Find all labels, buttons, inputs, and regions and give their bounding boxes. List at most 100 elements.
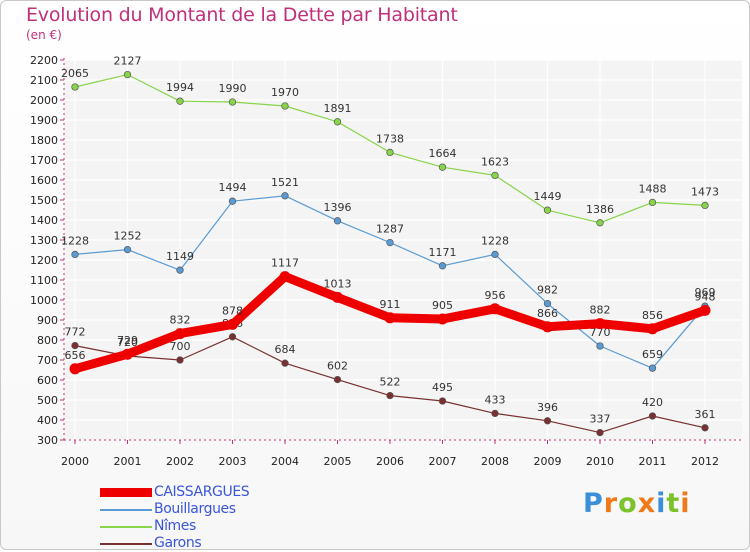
data-point	[596, 219, 604, 227]
data-point	[701, 424, 709, 432]
logo-letter: i	[680, 488, 691, 519]
data-point	[71, 341, 79, 350]
data-label: 522	[380, 376, 401, 389]
legend-label: Nîmes	[154, 518, 196, 534]
data-label: 1970	[271, 86, 299, 99]
data-label: 1664	[429, 147, 457, 160]
data-label: 729	[117, 334, 138, 347]
data-point	[647, 323, 658, 335]
data-point	[596, 342, 604, 350]
data-label: 866	[537, 307, 558, 320]
data-point	[333, 217, 342, 225]
data-point	[438, 163, 447, 171]
y-tick-label: 1600	[30, 174, 58, 187]
y-tick-label: 2200	[30, 54, 58, 67]
data-label: 1171	[429, 246, 457, 259]
data-label: 1386	[586, 203, 614, 216]
x-tick-label: 2003	[219, 455, 247, 468]
data-point	[438, 262, 447, 270]
data-label: 1990	[219, 82, 247, 95]
data-label: 1473	[691, 185, 719, 198]
x-tick-label: 2007	[429, 455, 457, 468]
data-point	[176, 356, 184, 364]
data-point	[384, 312, 396, 324]
data-point	[281, 102, 289, 110]
proxiti-logo: Proxiti	[583, 488, 691, 519]
data-point	[648, 412, 657, 420]
data-label: 1013	[324, 277, 352, 290]
data-label: 1252	[114, 230, 142, 243]
data-label: 1149	[166, 250, 194, 263]
data-point	[701, 201, 709, 210]
data-point	[491, 409, 499, 418]
data-point	[386, 238, 394, 247]
data-label: 656	[65, 349, 86, 362]
y-grid: 300 400 500 600 700 800 900 1000 1100 1200 1300 140…	[30, 54, 742, 447]
y-tick-label: 2000	[30, 94, 58, 107]
y-tick-label: 1000	[30, 294, 58, 307]
data-point	[123, 70, 132, 79]
data-label: 1521	[271, 176, 299, 189]
data-label: 770	[590, 326, 611, 339]
data-label: 337	[590, 413, 611, 426]
data-point	[333, 375, 342, 384]
y-tick-label: 900	[37, 314, 58, 327]
logo-letter: o	[618, 488, 638, 519]
data-point	[332, 291, 343, 303]
data-point	[489, 303, 501, 315]
data-label: 1891	[324, 102, 352, 115]
chart-subtitle: (en €)	[26, 28, 62, 42]
data-label: 396	[537, 401, 558, 414]
data-label: 1396	[324, 201, 352, 214]
data-label: 856	[642, 309, 663, 322]
data-label: 982	[537, 284, 558, 297]
y-tick-label: 1400	[30, 214, 58, 227]
data-label: 361	[695, 408, 716, 421]
data-point	[333, 118, 342, 126]
x-tick-label: 2012	[691, 455, 719, 468]
data-point	[438, 397, 447, 405]
data-point	[594, 318, 606, 330]
data-point	[227, 318, 238, 330]
data-label: 956	[485, 289, 506, 302]
x-tick-label: 2002	[166, 455, 194, 468]
y-tick-label: 600	[37, 374, 58, 387]
data-label: 1623	[481, 155, 509, 168]
logo-letter: r	[603, 488, 619, 519]
y-tick-label: 300	[37, 434, 58, 447]
data-label: 1494	[219, 181, 247, 194]
series-caissargues: 656 729 832 878 1117 1013 911 905 956 866 882 856 94…	[65, 257, 716, 375]
data-label: 878	[222, 304, 243, 317]
y-tick-label: 700	[37, 354, 58, 367]
data-point	[543, 206, 552, 214]
data-label: 659	[642, 348, 663, 361]
y-tick-label: 1300	[30, 234, 58, 247]
data-label: 495	[432, 381, 453, 394]
data-label: 602	[327, 360, 348, 373]
data-label: 2127	[114, 55, 142, 68]
data-label: 1738	[376, 132, 404, 145]
data-point	[279, 271, 291, 283]
x-tick-label: 2006	[376, 455, 404, 468]
x-tick-label: 2005	[324, 455, 352, 468]
logo-letter: t	[666, 488, 681, 519]
data-label: 882	[590, 304, 611, 317]
data-label: 684	[275, 343, 296, 356]
data-point	[281, 192, 289, 200]
x-tick-label: 2010	[586, 455, 614, 468]
data-label: 1449	[534, 190, 562, 203]
data-point	[543, 299, 552, 308]
data-label: 1228	[61, 234, 89, 247]
data-label: 700	[170, 340, 191, 353]
data-point	[437, 313, 448, 325]
data-label: 1488	[639, 182, 667, 195]
data-point	[281, 359, 289, 367]
data-label: 772	[65, 326, 86, 339]
y-tick-label: 800	[37, 334, 58, 347]
y-tick-label: 1900	[30, 114, 58, 127]
x-tick-label: 2009	[534, 455, 562, 468]
data-label: 1228	[481, 234, 509, 247]
data-point	[71, 83, 79, 91]
data-label: 911	[380, 298, 401, 311]
data-label: 832	[170, 314, 191, 327]
